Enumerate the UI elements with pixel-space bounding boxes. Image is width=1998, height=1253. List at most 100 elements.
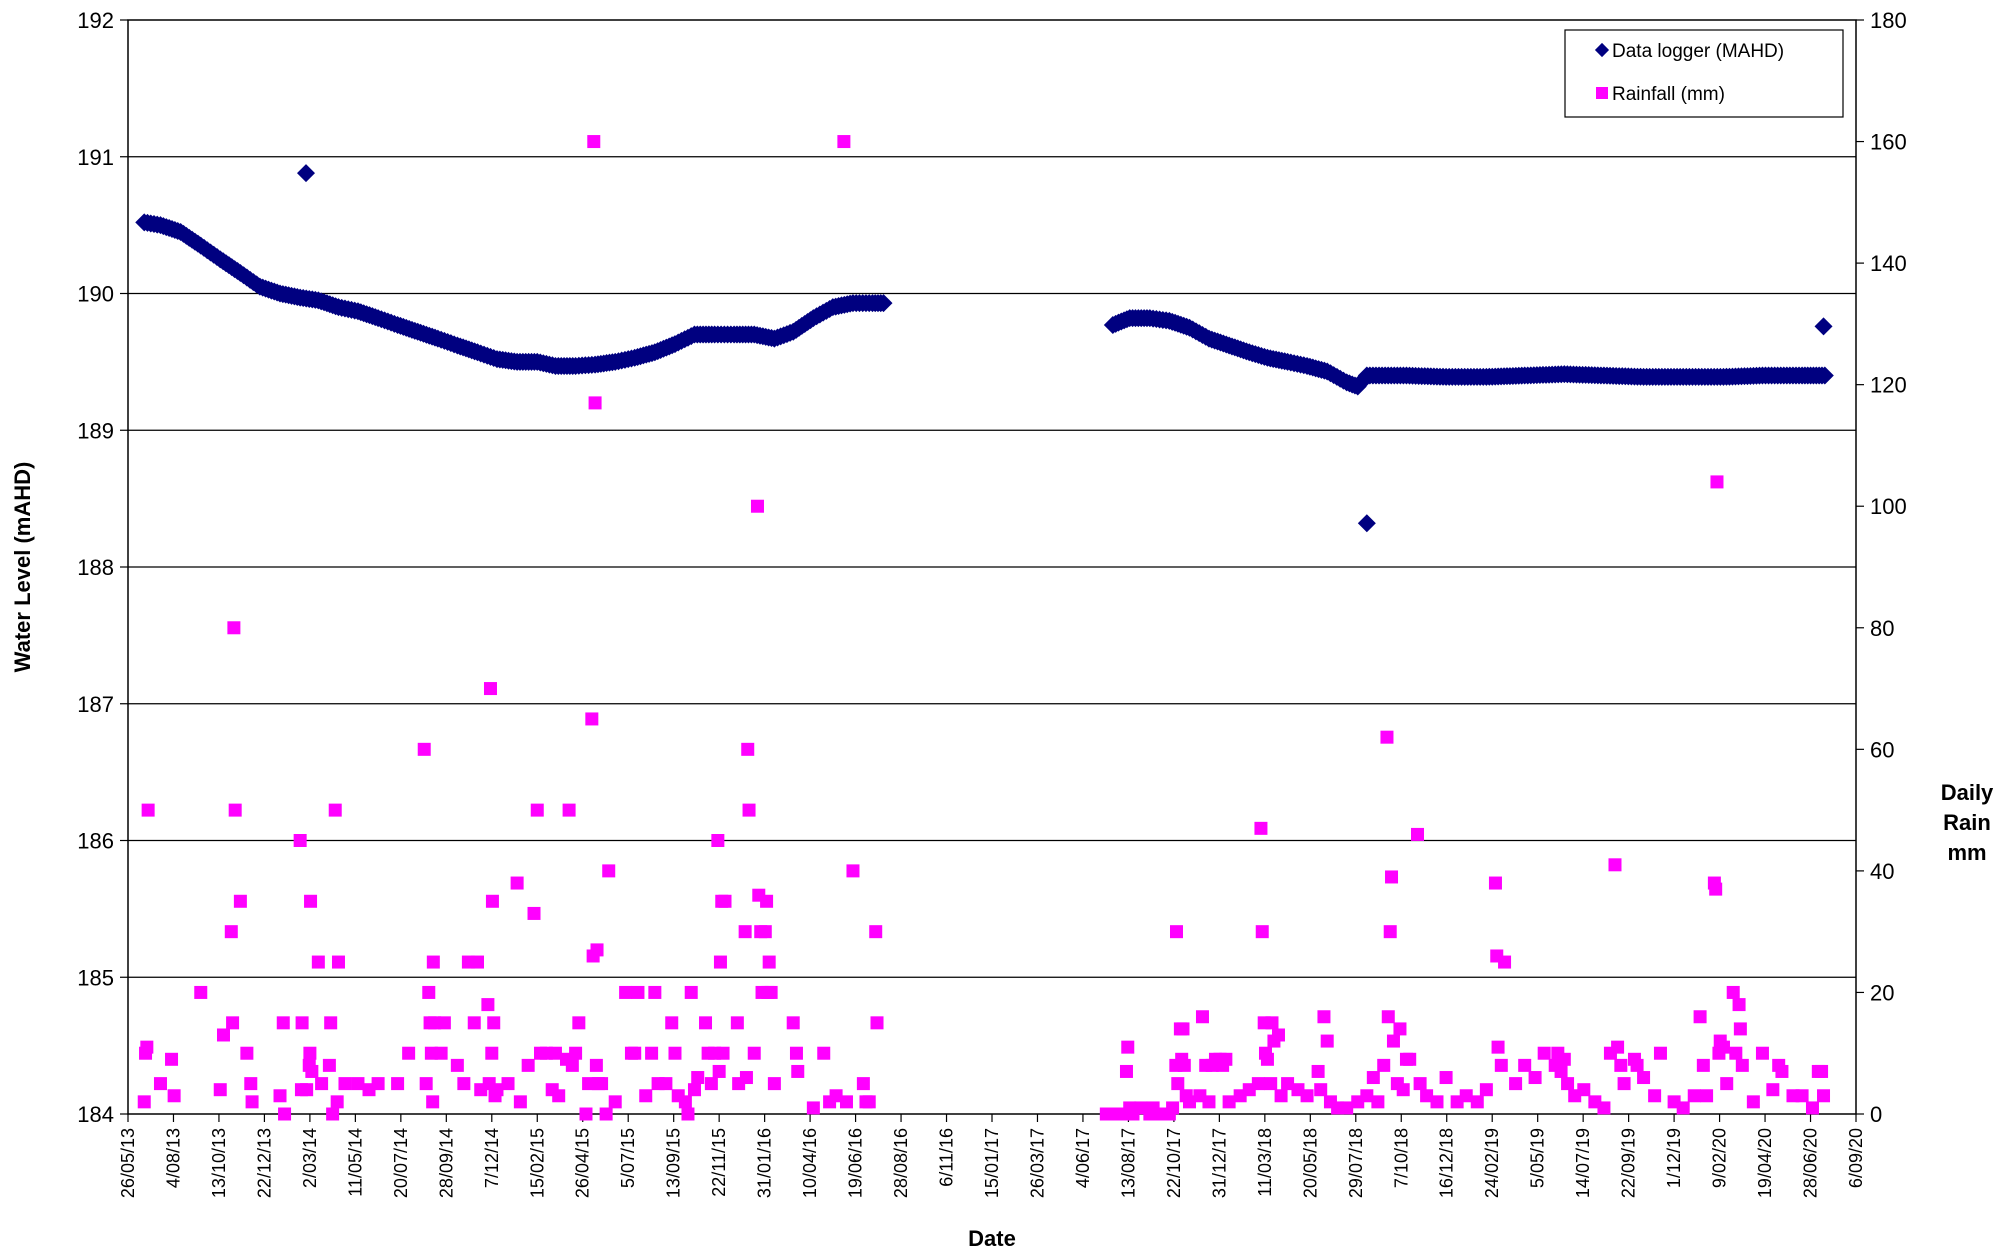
rainfall-point: [1219, 1052, 1233, 1066]
rainfall-point: [1648, 1089, 1662, 1103]
rainfall-point: [704, 1077, 718, 1091]
rainfall-point: [1729, 1046, 1743, 1060]
rainfall-point: [233, 894, 247, 908]
rainfall-point: [1383, 925, 1397, 939]
rainfall-point: [1557, 1052, 1571, 1066]
rainfall-point: [513, 1095, 527, 1109]
rainfall-point: [1746, 1095, 1760, 1109]
rainfall-point: [856, 1077, 870, 1091]
rainfall-point: [716, 1046, 730, 1060]
rainfall-series: [137, 135, 1831, 1121]
rainfall-point: [226, 1016, 240, 1030]
left-tick-label: 186: [77, 829, 114, 854]
rainfall-point: [659, 1077, 673, 1091]
rainfall-point: [426, 955, 440, 969]
x-tick-label: 7/10/18: [1391, 1128, 1411, 1188]
rainfall-point: [228, 803, 242, 817]
rainfall-point: [1439, 1071, 1453, 1085]
rainfall-point: [1202, 1095, 1216, 1109]
rainfall-point: [619, 985, 633, 999]
rainfall-point: [330, 1095, 344, 1109]
rainfall-point: [224, 925, 238, 939]
rainfall-point: [862, 1095, 876, 1109]
x-tick-label: 24/02/19: [1482, 1128, 1502, 1198]
rainfall-point: [1274, 1089, 1288, 1103]
rainfall-point: [1528, 1071, 1542, 1085]
rainfall-point: [587, 135, 601, 149]
right-tick-label: 80: [1870, 616, 1894, 641]
legend-box: [1564, 29, 1844, 118]
rainfall-point: [194, 985, 208, 999]
x-tick-label: 15/02/15: [527, 1128, 547, 1198]
rainfall-point: [1177, 1058, 1191, 1072]
rainfall-point: [1693, 1010, 1707, 1024]
rainfall-point: [1366, 1071, 1380, 1085]
rainfall-point: [467, 1016, 481, 1030]
x-tick-label: 15/01/17: [982, 1128, 1002, 1198]
rainfall-point: [1169, 925, 1183, 939]
rainfall-point: [530, 803, 544, 817]
rainfall-point: [870, 1016, 884, 1030]
rainfall-point: [305, 1064, 319, 1078]
right-axis-ticks: 0 20 40 60 80 100 120 140 160 180: [1856, 8, 1907, 1127]
rainfall-point: [1255, 925, 1269, 939]
rainfall-point: [762, 955, 776, 969]
rainfall-point: [1498, 955, 1512, 969]
rainfall-point: [1121, 1040, 1135, 1054]
left-tick-label: 188: [77, 555, 114, 580]
rainfall-point: [1411, 827, 1425, 841]
rainfall-point: [1340, 1101, 1354, 1115]
rainfall-point: [1265, 1016, 1279, 1030]
rainfall-point: [293, 834, 307, 847]
rainfall-point: [628, 1046, 642, 1060]
rainfall-point: [167, 1089, 181, 1103]
rainfall-point: [278, 1107, 292, 1121]
rainfall-point: [1687, 1089, 1701, 1103]
logger-outlier-point: [1814, 317, 1833, 336]
gridlines: [128, 156, 1856, 978]
rainfall-point: [1554, 1064, 1568, 1078]
rainfall-point: [501, 1077, 515, 1091]
x-tick-label: 13/10/13: [209, 1128, 229, 1198]
rainfall-point: [485, 894, 499, 908]
rainfall-point: [141, 803, 155, 817]
x-tick-label: 28/09/14: [436, 1128, 456, 1198]
rainfall-point: [747, 1046, 761, 1060]
rainfall-point: [1254, 821, 1268, 835]
rainfall-point: [767, 1077, 781, 1091]
logger-outlier-point: [296, 164, 315, 183]
rainfall-point: [1710, 475, 1724, 489]
rainfall-point: [1182, 1095, 1196, 1109]
x-tick-label: 22/10/17: [1164, 1128, 1184, 1198]
rainfall-point: [1420, 1089, 1434, 1103]
rainfall-point: [521, 1058, 535, 1072]
rainfall-point: [608, 1095, 622, 1109]
rainfall-point: [437, 1016, 451, 1030]
rainfall-point: [213, 1083, 227, 1097]
rainfall-point: [789, 1046, 803, 1060]
x-axis-title: Date: [968, 1226, 1016, 1251]
rainfall-point: [829, 1089, 843, 1103]
x-tick-label: 1/12/19: [1664, 1128, 1684, 1188]
rainfall-point: [1314, 1083, 1328, 1097]
rainfall-point: [1766, 1083, 1780, 1097]
rainfall-point: [422, 985, 436, 999]
rainfall-point: [1311, 1064, 1325, 1078]
left-tick-label: 190: [77, 282, 114, 307]
rainfall-point: [417, 742, 431, 756]
rainfall-point: [485, 1046, 499, 1060]
rainfall-point: [240, 1046, 254, 1060]
rainfall-point: [806, 1101, 820, 1115]
y2-axis-title-line-3: mm: [1947, 840, 1986, 865]
left-axis-ticks: 184 185 186 187 188 189 190 191 192: [77, 8, 128, 1127]
rainfall-point: [1700, 1089, 1714, 1103]
rainfall-point: [1491, 1040, 1505, 1054]
rainfall-point: [1271, 1028, 1285, 1042]
x-tick-label: 6/09/20: [1846, 1128, 1866, 1188]
rainfall-point: [758, 925, 772, 939]
rainfall-point: [153, 1077, 167, 1091]
legend: Data logger (MAHD) Rainfall (mm): [1564, 29, 1844, 118]
rainfall-point: [1176, 1022, 1190, 1036]
rainfall-point: [165, 1052, 179, 1066]
rainfall-point: [1396, 1083, 1410, 1097]
